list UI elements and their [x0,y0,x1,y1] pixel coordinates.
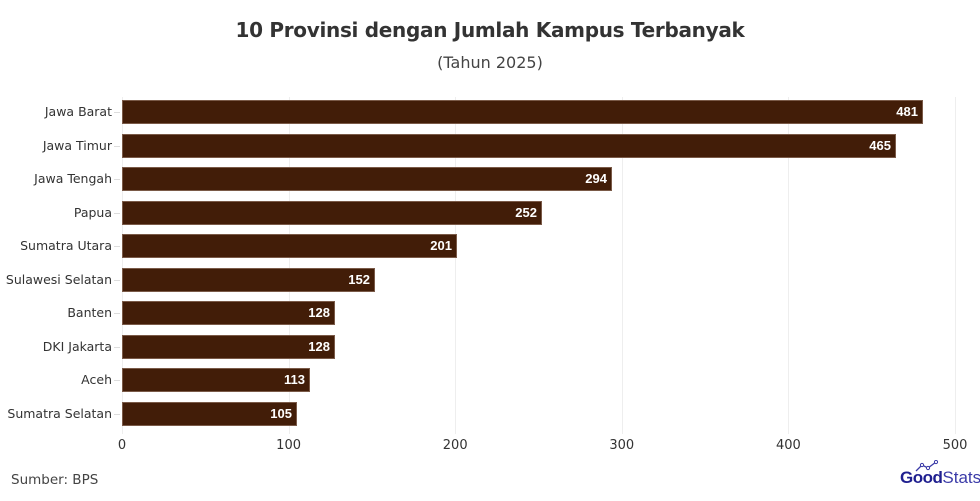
value-label: 128 [308,338,330,354]
bar-row: Banten 128 [0,301,955,325]
value-label: 294 [585,171,607,186]
bar-row: Jawa Barat 481 [0,100,955,124]
y-tick [114,380,120,381]
category-label: DKI Jakarta [42,338,112,354]
goodstats-logo: GoodStats [900,460,980,488]
y-tick [114,246,120,247]
x-tick-label: 500 [942,438,968,453]
bar[interactable]: 465 [122,133,896,158]
y-tick [114,112,120,113]
gridline-0 [122,97,123,434]
category-label: Sulawesi Selatan [5,271,112,287]
value-label: 481 [896,104,918,119]
x-tick-label: 200 [442,438,468,453]
y-tick [114,346,120,348]
category-label: Papua [73,204,112,220]
logo-good-text: Good [900,468,943,487]
trend-line-icon [915,460,939,472]
bar[interactable]: 201 [122,234,457,258]
y-tick [114,413,120,415]
gridline-200 [455,97,457,434]
y-tick [114,279,120,281]
source-note: Sumber: BPS [11,472,99,488]
bar-row: Jawa Tengah 294 [0,167,955,191]
value-label: 201 [430,238,452,253]
category-label: Banten [67,305,112,320]
category-label: Jawa Barat [44,104,112,119]
category-label: Jawa Tengah [34,171,112,186]
logo-stats-text: Stats [942,468,980,487]
category-label: Sumatra Utara [20,238,112,253]
plot-area: Jawa Barat 481 Jawa Timur 465 Jawa Tenga… [6,97,956,434]
y-tick [114,313,120,314]
value-label: 105 [270,405,292,421]
y-tick [114,179,120,180]
bar-row: Jawa Timur 465 [0,133,955,158]
category-label: Aceh [81,372,112,387]
x-tick-label: 400 [775,438,801,453]
gridline-100 [288,97,290,434]
value-label: 128 [308,305,330,320]
y-tick [114,212,120,214]
bar[interactable]: 481 [122,100,923,124]
bar[interactable]: 128 [122,301,335,325]
bar-row: Aceh 113 [0,368,955,392]
value-label: 113 [284,372,305,387]
bar[interactable]: 105 [122,401,297,426]
chart-subtitle: (Tahun 2025) [437,53,543,72]
x-tick-label: 100 [276,438,302,453]
x-tick-label: 0 [117,438,127,453]
bar-row: Sumatra Selatan 105 [0,401,955,426]
bar-row: Sulawesi Selatan 152 [0,267,955,292]
value-label: 252 [515,204,537,220]
gridline-400 [788,97,790,434]
gridline-500 [955,97,956,434]
bar[interactable]: 152 [122,267,375,292]
gridline-300 [621,97,623,434]
bar-row: Sumatra Utara 201 [0,234,955,258]
value-label: 152 [348,271,370,287]
chart-title: 10 Provinsi dengan Jumlah Kampus Terbany… [235,18,745,42]
bar[interactable]: 294 [122,167,612,191]
bar-row: DKI Jakarta 128 [0,334,955,359]
category-label: Sumatra Selatan [7,405,112,421]
bar[interactable]: 252 [122,200,542,225]
bar[interactable]: 113 [122,368,310,392]
bar-row: Papua 252 [0,200,955,225]
value-label: 465 [869,137,891,153]
category-label: Jawa Timur [42,137,112,153]
bar[interactable]: 128 [122,334,335,359]
x-tick-label: 300 [609,438,635,453]
y-tick [114,145,120,147]
